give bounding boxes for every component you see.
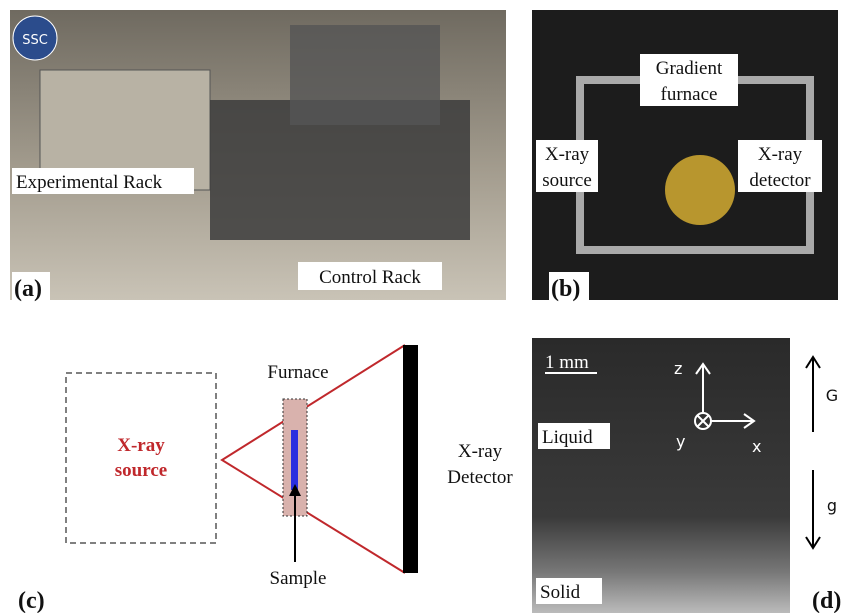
label: furnace bbox=[661, 84, 718, 105]
label: X-ray bbox=[758, 144, 803, 165]
panel-tag: (a) bbox=[14, 276, 42, 302]
label: Liquid bbox=[542, 427, 593, 448]
micrograph bbox=[532, 338, 790, 613]
label: Solid bbox=[540, 582, 581, 603]
detector bbox=[665, 155, 735, 225]
axis-label: z bbox=[674, 359, 682, 378]
axis-label: y bbox=[676, 432, 685, 451]
logo-text: SSC bbox=[22, 33, 48, 48]
panel-a: SSC Experimental Rack Control Rack (a) bbox=[10, 10, 506, 302]
label: X-ray bbox=[458, 441, 503, 462]
label: G bbox=[826, 386, 838, 405]
panel-b: Gradient furnace X-ray source X-ray dete… bbox=[532, 10, 838, 302]
label: Control Rack bbox=[319, 267, 421, 288]
label: Furnace bbox=[267, 362, 328, 383]
label: source bbox=[542, 170, 592, 191]
panel-tag: (d) bbox=[812, 588, 841, 613]
source-label: X-ray bbox=[117, 435, 165, 456]
panel-d: 1 mm Liquid Solid z y x G g (d) bbox=[532, 338, 841, 613]
panel-tag: (c) bbox=[18, 588, 45, 613]
label: 1 mm bbox=[545, 352, 589, 373]
label: Detector bbox=[447, 467, 513, 488]
label: X-ray bbox=[545, 144, 590, 165]
label: detector bbox=[749, 170, 811, 191]
detector bbox=[403, 345, 418, 573]
axis-label: x bbox=[752, 437, 761, 456]
label: Experimental Rack bbox=[16, 172, 163, 193]
panel-tag: (b) bbox=[551, 276, 580, 302]
arrows bbox=[806, 357, 820, 548]
figure: SSC Experimental Rack Control Rack (a) G… bbox=[0, 0, 848, 613]
rack bbox=[290, 25, 440, 125]
sample bbox=[291, 430, 298, 490]
source-label: source bbox=[115, 460, 167, 481]
label: g bbox=[827, 496, 837, 515]
source-box bbox=[66, 373, 216, 543]
label: Gradient bbox=[656, 58, 723, 79]
panel-c: X-ray source Furnace Sample X-ray Detect… bbox=[18, 345, 513, 613]
label: Sample bbox=[270, 568, 327, 589]
